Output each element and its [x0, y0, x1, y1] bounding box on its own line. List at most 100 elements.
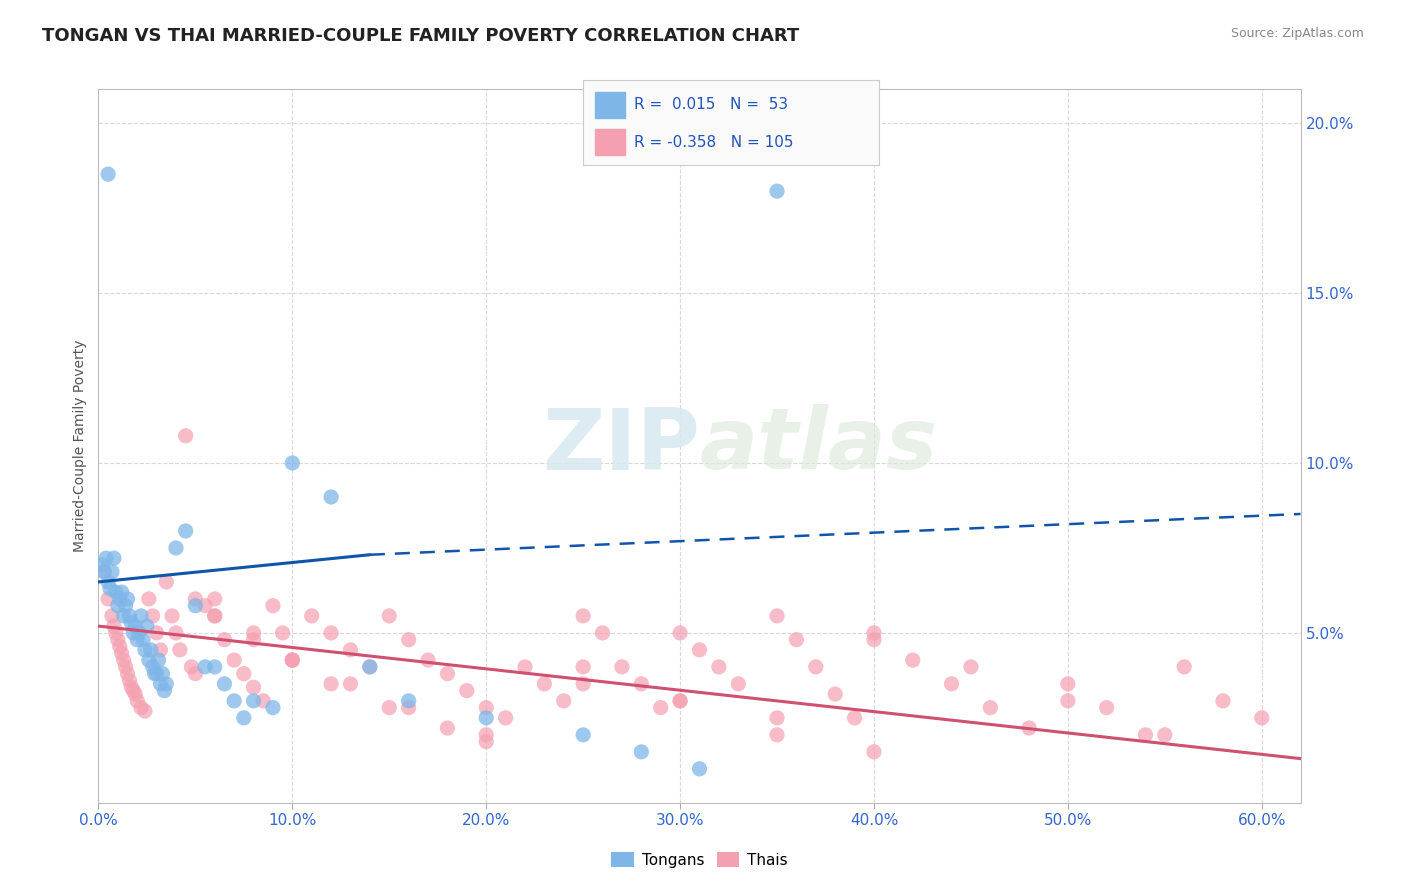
Point [1153, 728, 1175, 742]
Point [669, 694, 692, 708]
Point [194, 599, 217, 613]
Point [142, 608, 165, 623]
Point [224, 653, 246, 667]
Text: Source: ZipAtlas.com: Source: ZipAtlas.com [1230, 27, 1364, 40]
Point [901, 653, 924, 667]
Point [727, 677, 749, 691]
Point [155, 677, 177, 691]
Point [145, 626, 167, 640]
Point [319, 490, 342, 504]
Point [572, 660, 595, 674]
Text: R = -0.358   N = 105: R = -0.358 N = 105 [634, 135, 793, 150]
Point [1173, 660, 1195, 674]
Point [262, 700, 284, 714]
Point [118, 673, 141, 688]
Point [134, 704, 156, 718]
Point [117, 591, 139, 606]
Point [339, 677, 361, 691]
Point [436, 721, 458, 735]
Point [117, 666, 139, 681]
Point [138, 591, 160, 606]
Point [1135, 728, 1157, 742]
Point [169, 643, 191, 657]
Point [398, 700, 420, 714]
Point [97, 167, 120, 181]
Point [232, 711, 254, 725]
Point [120, 680, 142, 694]
Point [129, 608, 152, 623]
Point [155, 574, 177, 589]
Point [174, 429, 197, 443]
Point [124, 619, 146, 633]
Point [184, 666, 207, 681]
Point [378, 700, 401, 714]
Point [785, 632, 807, 647]
Point [152, 666, 174, 681]
Point [766, 711, 789, 725]
Point [592, 626, 614, 640]
Point [180, 660, 202, 674]
Point [1250, 711, 1272, 725]
Point [103, 619, 125, 633]
Text: atlas: atlas [700, 404, 938, 488]
Point [689, 643, 711, 657]
Point [416, 653, 439, 667]
Point [281, 653, 304, 667]
Point [129, 700, 152, 714]
Point [165, 626, 187, 640]
Point [122, 683, 145, 698]
Text: TONGAN VS THAI MARRIED-COUPLE FAMILY POVERTY CORRELATION CHART: TONGAN VS THAI MARRIED-COUPLE FAMILY POV… [42, 27, 800, 45]
Point [475, 711, 498, 725]
Point [134, 643, 156, 657]
Point [1018, 721, 1040, 735]
Point [553, 694, 575, 708]
Point [108, 640, 131, 654]
Point [572, 728, 595, 742]
Point [114, 660, 136, 674]
Point [281, 653, 304, 667]
Point [252, 694, 274, 708]
Point [941, 677, 963, 691]
Point [1057, 677, 1080, 691]
Text: R =  0.015   N =  53: R = 0.015 N = 53 [634, 97, 787, 112]
Point [174, 524, 197, 538]
Point [669, 626, 692, 640]
Point [533, 677, 555, 691]
Point [184, 599, 207, 613]
Point [104, 626, 127, 640]
Point [378, 608, 401, 623]
Bar [595, 92, 624, 118]
Point [96, 551, 118, 566]
Point [112, 653, 135, 667]
Point [204, 608, 226, 623]
Point [1095, 700, 1118, 714]
Point [214, 632, 236, 647]
Point [804, 660, 827, 674]
Point [1212, 694, 1234, 708]
Point [689, 762, 711, 776]
Point [98, 582, 121, 596]
Point [707, 660, 730, 674]
Point [224, 694, 246, 708]
Point [128, 626, 150, 640]
Point [766, 728, 789, 742]
Bar [595, 129, 624, 155]
Point [122, 626, 145, 640]
Point [475, 728, 498, 742]
Point [766, 184, 789, 198]
Point [960, 660, 983, 674]
Point [148, 653, 170, 667]
Point [160, 608, 183, 623]
Point [863, 745, 886, 759]
Point [91, 558, 114, 572]
Point [863, 626, 886, 640]
Point [359, 660, 381, 674]
Point [120, 615, 142, 630]
Point [513, 660, 536, 674]
Point [281, 456, 304, 470]
Point [101, 608, 124, 623]
Point [107, 632, 129, 647]
Point [572, 677, 595, 691]
Point [142, 660, 165, 674]
Point [650, 700, 672, 714]
